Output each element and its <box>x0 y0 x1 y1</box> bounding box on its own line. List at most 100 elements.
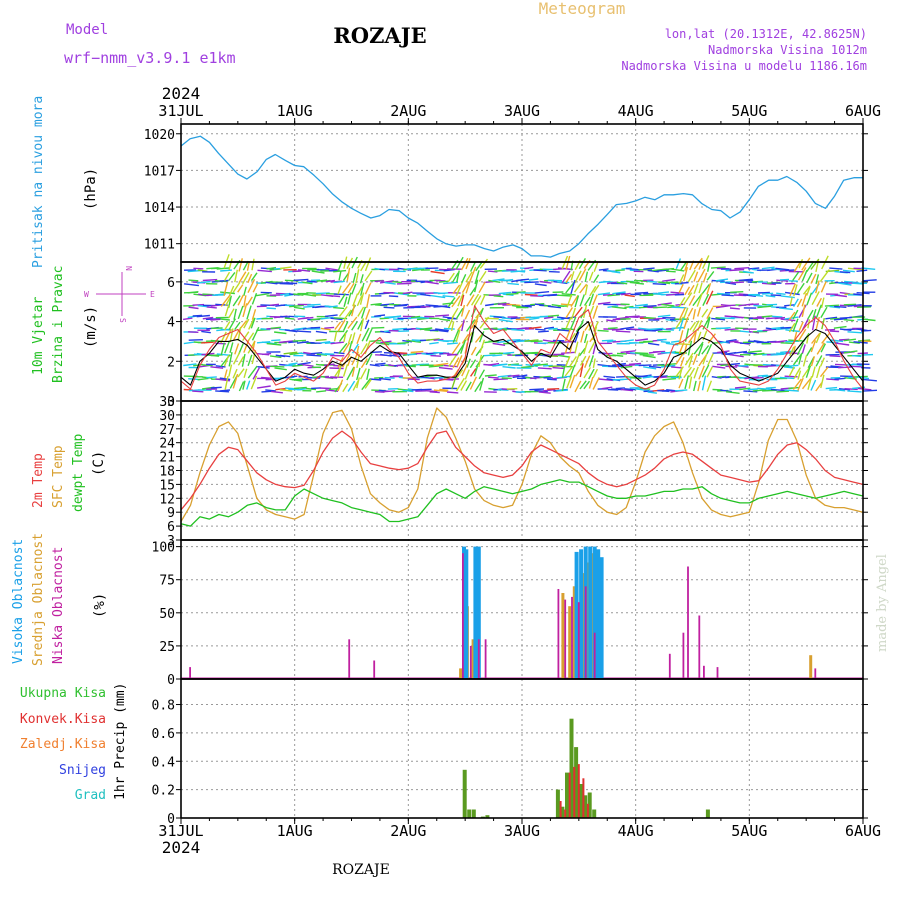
wind-arrow <box>375 363 386 364</box>
wind-arrow <box>562 294 576 295</box>
wind-arrow <box>653 352 665 353</box>
lonlat-text: lon,lat (20.1312E, 42.8625N) <box>665 27 867 41</box>
cloud-bar <box>485 639 487 679</box>
wind-arrow <box>499 292 512 293</box>
wind-arrow <box>465 310 469 319</box>
product-title: Meteogram <box>539 0 626 18</box>
wind-arrow <box>366 258 371 271</box>
wind-arrow <box>571 271 574 280</box>
wind-arrow <box>708 354 713 366</box>
wind-arrow <box>225 305 228 316</box>
wind-arrow <box>420 294 430 295</box>
wind-arrow <box>516 279 529 280</box>
wind-arrow <box>367 294 370 308</box>
year-bottom: 2024 <box>162 838 201 857</box>
precip-conv-bar <box>560 801 562 818</box>
wind-arrow <box>590 272 593 281</box>
cloud-bar <box>600 557 604 679</box>
wind-arrow <box>779 308 793 310</box>
wind-arrow <box>292 379 303 380</box>
wind-arrow <box>192 391 203 392</box>
wind-arrow <box>785 330 799 332</box>
wind-arrow <box>535 292 549 293</box>
wind-arrow <box>653 307 667 308</box>
cloud-bar <box>809 655 812 679</box>
wind-arrow <box>658 315 670 316</box>
y-tick-label: 100 <box>152 541 175 556</box>
wind-arrow <box>316 391 326 392</box>
cloud-bar <box>478 639 480 679</box>
wind-arrow <box>753 378 764 379</box>
wind-arrow <box>811 274 816 284</box>
wind-arrow <box>781 343 795 344</box>
precip-total-bar <box>463 770 467 818</box>
wind-arrow <box>575 283 582 292</box>
wind-arrow <box>781 319 796 321</box>
compass-e: E <box>150 290 155 299</box>
wind-arrow <box>294 307 305 309</box>
x-tick-label-top: 1AUG <box>277 102 313 120</box>
wind-arrow <box>524 267 533 268</box>
wind-arrow <box>367 369 369 380</box>
wind-arrow <box>516 271 526 272</box>
wind-arrow <box>703 376 706 391</box>
wind-arrow <box>288 283 297 284</box>
wind-arrow <box>661 342 670 343</box>
wind-arrow <box>726 392 740 394</box>
wind-arrow <box>535 284 547 286</box>
wind-arrow <box>338 286 341 295</box>
cloud-bar <box>717 667 719 679</box>
cloud-bar <box>594 633 596 679</box>
wind-arrow <box>589 377 593 388</box>
precip-total-bar <box>472 810 476 819</box>
cloud-bar <box>571 597 573 679</box>
wind-arrow <box>722 295 734 296</box>
footer-station: ROZAJE <box>332 862 390 878</box>
wind-arrow <box>775 318 785 319</box>
wind-arrow <box>271 391 283 392</box>
wind-arrow <box>470 377 476 390</box>
wind-arrow <box>511 330 524 331</box>
wind-arrow <box>581 331 584 343</box>
wind-arrow <box>679 379 683 388</box>
wind-arrow <box>434 377 444 378</box>
cloud-bar <box>703 666 705 679</box>
wind-arrow <box>731 364 740 365</box>
wind-arrow <box>494 296 504 297</box>
cloud-bar <box>683 633 685 679</box>
wind-arrow <box>529 279 538 280</box>
wind-arrow <box>857 270 868 271</box>
wind-arrow <box>811 380 816 391</box>
wind-arrow <box>812 291 819 304</box>
wind-arrow <box>507 340 520 341</box>
wind-arrow <box>343 384 348 392</box>
wind-arrow <box>372 328 385 329</box>
precip-conv-bar <box>582 778 584 818</box>
wind-arrow <box>549 272 560 273</box>
wind-arrow <box>593 306 597 319</box>
wind-arrow <box>307 281 317 282</box>
wind-arrow <box>252 293 256 304</box>
wind-arrow <box>852 356 862 357</box>
wind-arrow <box>320 388 331 389</box>
wind-arrow <box>789 365 799 366</box>
cloud-title-low: Niska Oblacnost <box>51 547 66 664</box>
precip-legend-frozen: Zaledj.Kisa <box>20 737 106 752</box>
wind-arrow <box>821 358 825 367</box>
wind-arrow <box>686 328 689 341</box>
wind-arrow <box>229 272 235 280</box>
wind-arrow <box>338 380 343 391</box>
wind-arrow <box>183 318 192 319</box>
wind-arrow <box>771 295 782 296</box>
wind-arrow <box>235 344 239 355</box>
wind-arrow <box>217 268 230 269</box>
wind-arrow <box>365 271 372 281</box>
wind-arrow <box>361 368 367 379</box>
wind-arrow <box>479 282 485 293</box>
wind-arrow <box>265 390 276 391</box>
temp-unit: (C) <box>91 451 107 476</box>
model-elevation-text: Nadmorska Visina u modelu 1186.16m <box>621 59 867 73</box>
wind-arrow <box>392 282 402 283</box>
wind-arrow <box>615 270 624 271</box>
